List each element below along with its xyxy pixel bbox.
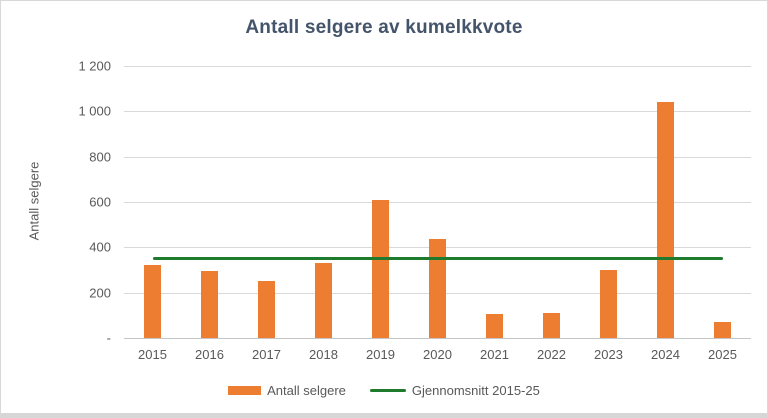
x-tick-label-2022: 2022 <box>537 347 566 362</box>
bar-series-swatch-icon <box>228 386 262 395</box>
bar-2023 <box>600 270 617 338</box>
y-tick-label-800: 800 <box>89 149 111 165</box>
y-tick-label-400: 400 <box>89 239 111 255</box>
y-tick-label-600: 600 <box>89 194 111 210</box>
legend-item-gjennomsnitt: Gjennomsnitt 2015-25 <box>369 383 540 398</box>
y-tick-label-1000: 1 000 <box>78 103 111 119</box>
gridline-1200 <box>124 66 751 67</box>
bar-2018 <box>315 263 332 338</box>
gridline-600 <box>124 202 751 203</box>
x-tick-label-2023: 2023 <box>594 347 623 362</box>
x-tick-label-2024: 2024 <box>651 347 680 362</box>
x-tick-label-2019: 2019 <box>366 347 395 362</box>
legend: Antall selgere Gjennomsnitt 2015-25 <box>1 383 767 398</box>
chart-title: Antall selgere av kumelkkvote <box>245 17 523 38</box>
legend-label-antall-selgere: Antall selgere <box>267 383 346 398</box>
x-tick-label-2017: 2017 <box>252 347 281 362</box>
y-tick-label-200: 200 <box>89 285 111 301</box>
y-axis-title: Antall selgere <box>26 161 42 241</box>
bar-2017 <box>258 281 275 338</box>
y-tick-label-1200: 1 200 <box>78 58 111 74</box>
average-line-swatch-icon <box>369 389 406 392</box>
bar-2015 <box>144 265 161 338</box>
bar-2025 <box>714 322 731 338</box>
gridline-1000 <box>124 111 751 113</box>
x-axis-line <box>124 338 751 339</box>
bar-2024 <box>657 102 674 338</box>
bar-2019 <box>372 199 389 338</box>
bar-2022 <box>543 313 560 338</box>
y-tick-label-0: - <box>106 330 111 346</box>
bar-2020 <box>429 239 446 338</box>
bottom-edge-strip <box>1 413 767 417</box>
bar-2016 <box>201 271 218 338</box>
x-tick-label-2016: 2016 <box>195 347 224 362</box>
x-tick-label-2015: 2015 <box>138 347 167 362</box>
bar-2021 <box>486 314 503 338</box>
x-tick-label-2018: 2018 <box>309 347 338 362</box>
x-tick-label-2021: 2021 <box>480 347 509 362</box>
x-tick-label-2025: 2025 <box>708 347 737 362</box>
legend-item-antall-selgere: Antall selgere <box>228 383 346 398</box>
x-tick-label-2020: 2020 <box>423 347 452 362</box>
average-line <box>152 256 723 260</box>
gridline-800 <box>124 156 751 158</box>
legend-label-gjennomsnitt: Gjennomsnitt 2015-25 <box>411 383 540 398</box>
